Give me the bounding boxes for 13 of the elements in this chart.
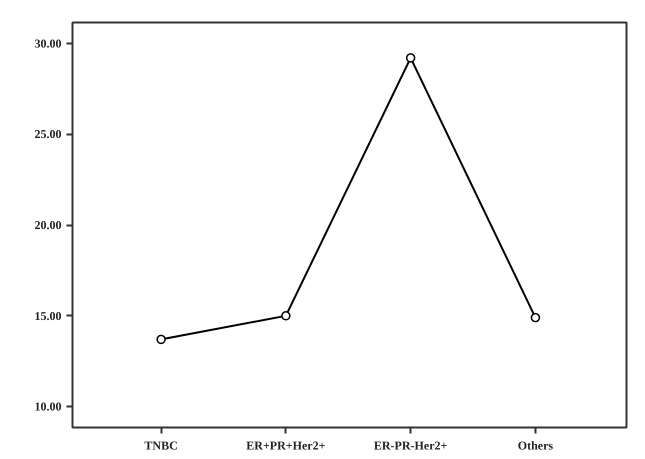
x-tick-label: ER+PR+Her2+ — [246, 438, 326, 452]
y-tick-label: 25.00 — [34, 127, 62, 142]
x-tick-label: Others — [518, 438, 554, 452]
y-tick-label: 20.00 — [34, 218, 62, 232]
point — [530, 312, 540, 322]
point — [281, 311, 291, 321]
y-tick-label: 30.00 — [34, 36, 62, 50]
x-tick-label: TNBC — [144, 438, 178, 452]
x-tick-label: ER-PR-Her2+ — [374, 438, 448, 452]
y-tick-label: 10.00 — [34, 400, 62, 414]
point — [156, 334, 166, 344]
point — [406, 53, 416, 63]
y-tick-label: 15.00 — [34, 308, 62, 323]
